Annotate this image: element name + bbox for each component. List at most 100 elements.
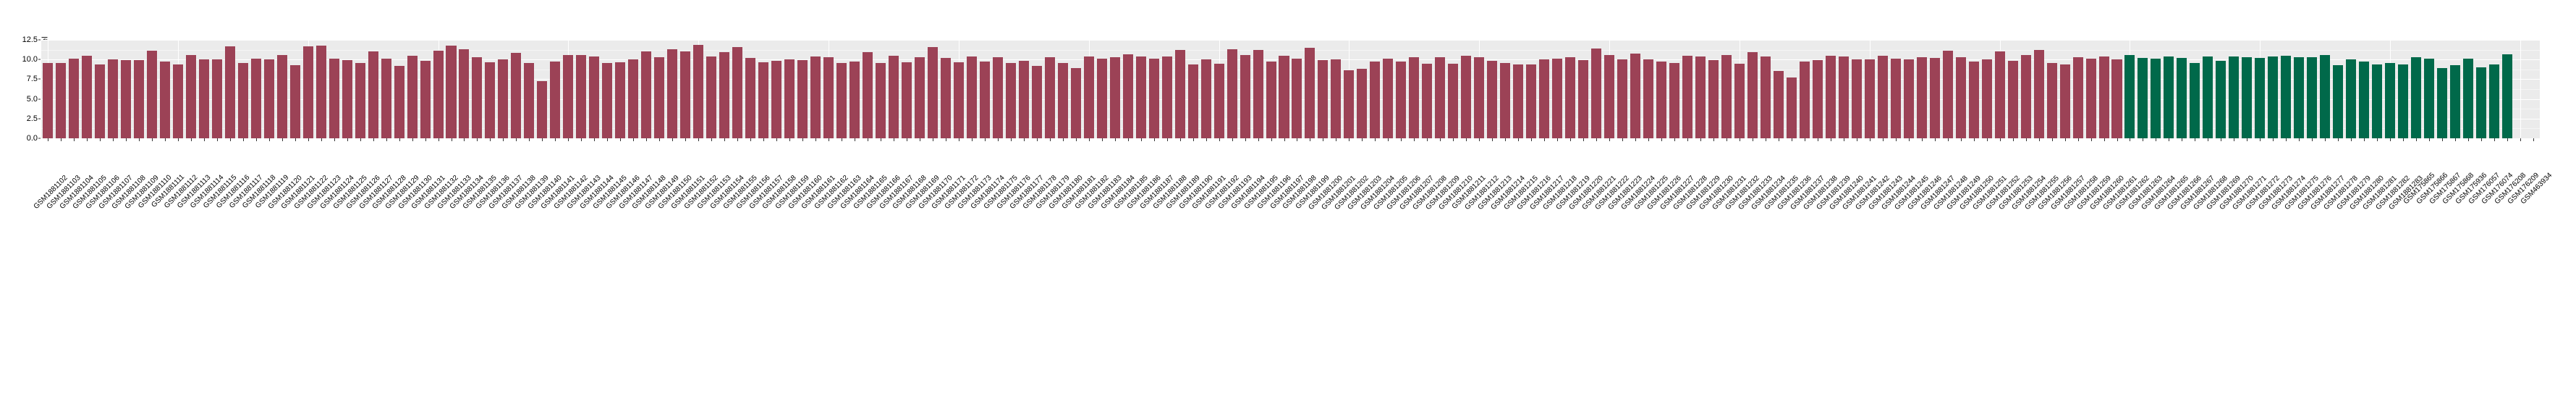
bar bbox=[2229, 56, 2240, 138]
x-tick-mark bbox=[1882, 138, 1884, 141]
x-tick-mark bbox=[1101, 138, 1103, 141]
x-tick-mark bbox=[776, 138, 778, 141]
bar bbox=[42, 63, 53, 138]
bar bbox=[524, 62, 535, 138]
bar bbox=[1331, 59, 1342, 138]
bar bbox=[654, 56, 665, 138]
y-tick-label: 12.5 bbox=[22, 35, 38, 44]
bar bbox=[289, 65, 300, 138]
gridline-major bbox=[41, 79, 2540, 80]
bar bbox=[2281, 56, 2292, 138]
plot-panel bbox=[41, 40, 2540, 139]
x-tick-mark bbox=[2442, 138, 2444, 141]
x-tick-mark bbox=[2012, 138, 2014, 141]
bar bbox=[237, 63, 248, 138]
bar bbox=[81, 56, 92, 138]
x-tick-mark bbox=[1492, 138, 1494, 141]
x-tick-mark bbox=[164, 138, 166, 141]
x-tick-mark bbox=[1114, 138, 1116, 141]
bar bbox=[1083, 56, 1094, 138]
x-tick-mark bbox=[1245, 138, 1246, 141]
x-tick-mark bbox=[1401, 138, 1402, 141]
gridline-minor bbox=[41, 89, 2540, 90]
bar bbox=[1695, 56, 1706, 138]
bar bbox=[1526, 64, 1537, 138]
x-tick-mark bbox=[1453, 138, 1454, 141]
x-tick-mark bbox=[2455, 138, 2457, 141]
x-tick-mark bbox=[1934, 138, 1936, 141]
x-tick-mark bbox=[815, 138, 817, 141]
x-tick-mark bbox=[1232, 138, 1233, 141]
bar bbox=[1148, 59, 1159, 138]
bar bbox=[1161, 56, 1172, 138]
bar bbox=[198, 59, 209, 138]
bar bbox=[2359, 61, 2370, 138]
bar bbox=[1747, 51, 1758, 138]
x-tick-mark bbox=[1674, 138, 1676, 141]
x-tick-mark bbox=[1375, 138, 1376, 141]
bar bbox=[1240, 54, 1250, 138]
bar bbox=[784, 59, 795, 138]
bar bbox=[2437, 68, 2448, 138]
x-tick-mark bbox=[308, 138, 309, 141]
y-tick-mark bbox=[38, 39, 41, 41]
bar bbox=[1383, 58, 1394, 138]
bar bbox=[1422, 63, 1433, 138]
bar bbox=[1474, 56, 1485, 138]
x-tick-mark bbox=[1362, 138, 1363, 141]
bar bbox=[68, 58, 79, 138]
y-axis-tick-labels: 0.0 2.5 5.0 7.5 10.0 12.5 bbox=[0, 0, 41, 420]
bar bbox=[992, 57, 1003, 138]
x-tick-mark bbox=[2507, 138, 2509, 141]
bar bbox=[1487, 60, 1498, 138]
bar bbox=[2164, 56, 2174, 138]
bar bbox=[511, 53, 522, 138]
gridline-major bbox=[41, 40, 2540, 41]
x-tick-mark bbox=[1088, 138, 1090, 141]
bar bbox=[1357, 68, 1368, 138]
x-tick-mark bbox=[2117, 138, 2118, 141]
bar bbox=[641, 51, 652, 138]
bar bbox=[224, 46, 235, 138]
x-tick-mark bbox=[2286, 138, 2287, 141]
y-tick-label: 5.0 bbox=[26, 94, 38, 104]
bar bbox=[1929, 58, 1940, 138]
bar bbox=[1213, 64, 1224, 138]
x-tick-mark bbox=[542, 138, 543, 141]
bar bbox=[875, 62, 886, 138]
bar bbox=[1617, 59, 1628, 138]
bar bbox=[2333, 64, 2344, 138]
bar bbox=[1812, 59, 1823, 138]
bar bbox=[810, 56, 821, 138]
bar bbox=[732, 46, 743, 138]
bar bbox=[1786, 77, 1797, 138]
bar bbox=[2046, 62, 2057, 138]
bar bbox=[2255, 58, 2266, 138]
x-tick-mark bbox=[2494, 138, 2496, 141]
bar bbox=[172, 64, 183, 138]
bar bbox=[797, 59, 808, 138]
bar bbox=[576, 54, 587, 138]
bar bbox=[1018, 61, 1029, 138]
bar bbox=[2372, 64, 2383, 138]
bar bbox=[979, 61, 990, 138]
x-tick-mark bbox=[73, 138, 75, 141]
x-tick-mark bbox=[1349, 138, 1350, 141]
gridline-vertical bbox=[2520, 40, 2522, 138]
x-tick-mark bbox=[1622, 138, 1624, 141]
bar bbox=[185, 55, 196, 138]
bar bbox=[1253, 49, 1263, 138]
x-tick-mark bbox=[360, 138, 361, 141]
x-tick-mark bbox=[112, 138, 114, 141]
x-tick-mark bbox=[1388, 138, 1389, 141]
bar bbox=[329, 59, 339, 138]
x-tick-mark bbox=[1466, 138, 1467, 141]
x-tick-mark bbox=[86, 138, 88, 141]
bar bbox=[2098, 56, 2109, 138]
x-tick-mark bbox=[2325, 138, 2326, 141]
bar bbox=[1708, 60, 1719, 138]
x-tick-mark bbox=[203, 138, 205, 141]
bar bbox=[850, 62, 860, 138]
y-tick-label: 0.0 bbox=[26, 134, 38, 143]
